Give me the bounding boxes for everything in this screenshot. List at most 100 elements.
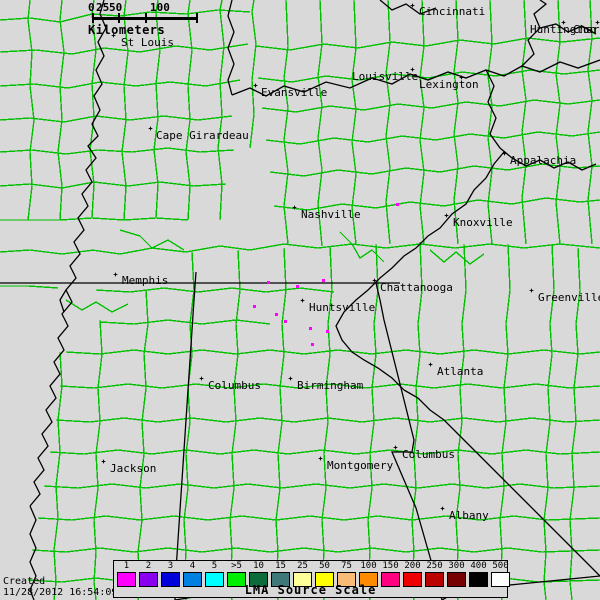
lma-source-pixel [284,320,287,323]
city-label: Cape Girardeau [156,129,249,142]
legend-title: LMA Source Scale [244,583,377,597]
city-label: Memphis [122,274,169,287]
city-marker [318,456,323,461]
created-label: Created [3,576,46,587]
legend-entry[interactable]: 150 [380,561,401,587]
city-marker [502,151,507,156]
legend-entry[interactable]: 300 [446,561,467,587]
city-label: Lexington [419,78,479,91]
legend-color-swatch [183,572,202,587]
city-label: Charl [573,23,600,36]
legend-color-swatch [359,572,378,587]
city-marker [101,459,106,464]
city-label: Jackson [110,462,157,475]
city-label: Knoxville [453,216,513,229]
city-marker [595,20,600,25]
legend-entry-label: 100 [360,561,377,571]
legend-entry-label: 75 [341,561,352,571]
legend-entry[interactable]: 50 [314,561,335,587]
legend-color-swatch [425,572,444,587]
city-marker [410,67,415,72]
created-timestamp: Created 11/28/2012 16:54:09 [3,576,117,598]
city-label: Chattanooga [380,281,453,294]
city-label: Appalachia [510,154,577,167]
legend-entry[interactable]: 75 [336,561,357,587]
lma-source-pixel [253,305,256,308]
legend-entry[interactable]: 1 [116,561,137,587]
legend-entry-label: 15 [275,561,286,571]
lma-source-pixel [267,281,270,284]
legend-color-swatch [315,572,334,587]
legend-entry[interactable]: 5 [204,561,225,587]
legend-entry[interactable]: 15 [270,561,291,587]
city-marker [372,278,377,283]
legend-entry-label: 2 [145,561,152,571]
city-label: Louisville [352,70,419,83]
legend-color-swatch [469,572,488,587]
lma-source-pixel [275,313,278,316]
legend-entry[interactable]: 200 [402,561,423,587]
legend-entry-label: 150 [382,561,399,571]
city-marker [113,272,118,277]
legend-entry[interactable]: 10 [248,561,269,587]
city-marker [410,3,415,8]
legend-entry-label: 4 [189,561,196,571]
legend-entry[interactable]: 500 [490,561,511,587]
legend-entry[interactable]: 2 [138,561,159,587]
legend-color-swatch [227,572,246,587]
legend-entry-label: >5 [231,561,242,571]
legend-entry[interactable]: 4 [182,561,203,587]
legend-entry[interactable]: >5 [226,561,247,587]
scale-bar-tick [92,13,94,23]
city-marker [199,376,204,381]
legend-entry-label: 50 [319,561,330,571]
city-label: Greenville [538,291,600,304]
city-label: Cincinnati [419,5,486,18]
city-label: Columbus [402,448,455,461]
legend-color-swatch [403,572,422,587]
lma-source-pixel [326,330,329,333]
legend-entry-label: 500 [492,561,509,571]
city-marker [440,506,445,511]
city-label: Huntington [530,23,597,36]
legend-entry[interactable]: 400 [468,561,489,587]
city-label: Birmingham [297,379,364,392]
city-marker [393,445,398,450]
city-marker [444,213,449,218]
lma-source-pixel [322,279,325,282]
legend-color-swatch [293,572,312,587]
city-label: Huntsville [309,301,376,314]
scale-tick-label: 25 [96,1,110,14]
city-marker [561,20,566,25]
legend-entry-label: 300 [448,561,465,571]
city-label: Nashville [301,208,361,221]
legend-color-swatch [337,572,356,587]
legend-swatch-row: 1 2 3 4 5 >5 10 15 25 50 75 100 150 200 250 300 400 500 [116,561,512,587]
legend-entry[interactable]: 3 [160,561,181,587]
scale-tick-label: 100 [150,1,170,14]
legend-color-swatch [139,572,158,587]
legend-entry[interactable]: 25 [292,561,313,587]
city-label: Columbus [208,379,261,392]
scale-bar: 0 25 50 100 Kilometers [88,2,203,37]
scale-tick-label: 0 [88,1,95,14]
city-label: Albany [449,509,489,522]
legend-entry-label: 200 [404,561,421,571]
legend-entry[interactable]: 100 [358,561,379,587]
city-marker [292,205,297,210]
city-marker [459,75,464,80]
legend-color-swatch [161,572,180,587]
scale-bar-tick [145,13,147,23]
scale-bar-numbers: 0 25 50 100 [88,2,203,15]
legend-entry-label: 3 [167,561,174,571]
city-label: Atlanta [437,365,484,378]
legend-entry-label: 5 [211,561,218,571]
created-datetime: 11/28/2012 16:54:09 [3,587,118,598]
city-marker [300,298,305,303]
legend-color-swatch [271,572,290,587]
legend-entry[interactable]: 250 [424,561,445,587]
city-label: Montgomery [327,459,394,472]
